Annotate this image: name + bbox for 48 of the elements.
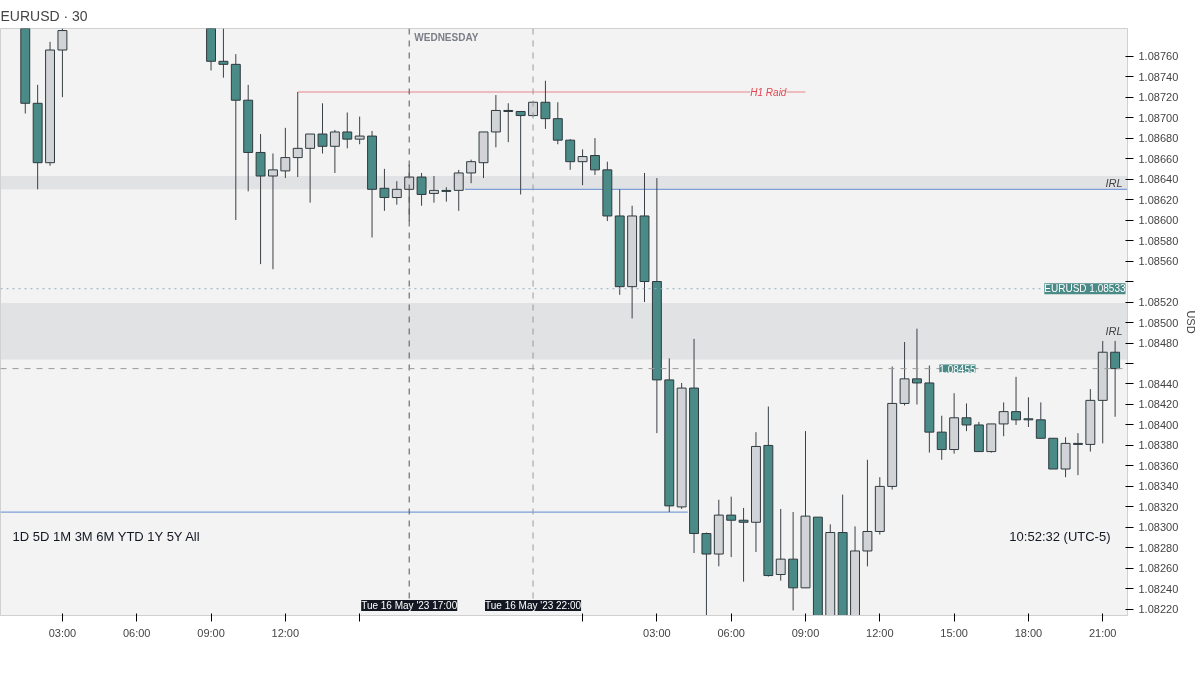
ref-line-label: Tue 16 May '23 17:00: [361, 600, 458, 611]
band-label: IRL: [1105, 176, 1123, 189]
x-tick-label: 06:00: [717, 626, 745, 639]
y-tick-label: 1.08360: [1138, 459, 1179, 472]
y-tick-label: 1.08260: [1138, 562, 1179, 575]
y-tick-label: 1.08220: [1138, 603, 1179, 616]
y-tick-label: 1.08500: [1138, 316, 1179, 329]
y-tick-label: 1.08380: [1138, 439, 1179, 452]
x-tick-label: 21:00: [1088, 626, 1117, 639]
y-tick-label: 1.08420: [1138, 398, 1179, 411]
x-tick-label: 15:00: [940, 626, 968, 639]
annotation: 10:52:32 (UTC-5): [1009, 528, 1111, 544]
y-tick-label: 1.08740: [1138, 70, 1179, 83]
x-tick-label: 03:00: [48, 626, 77, 639]
y-tick-label: 1.08480: [1138, 337, 1179, 349]
annotation: 1D 5D 1M 3M 6M YTD 1Y 5Y All: [12, 528, 200, 544]
y-tick-label: 1.08660: [1138, 152, 1179, 165]
annotation: WEDNESDAY: [414, 31, 479, 43]
x-tick-label: 06:00: [122, 626, 151, 639]
x-tick-label: 03:00: [643, 626, 671, 639]
y-tick-label: 1.08280: [1138, 541, 1179, 554]
y-tick-label: 1.08720: [1138, 91, 1179, 104]
x-tick-label: 12:00: [271, 626, 300, 639]
ref-line-label: Tue 16 May '23 22:00: [485, 600, 582, 611]
y-tick-label: 1.08580: [1138, 234, 1179, 247]
y-tick-label: 1.08520: [1138, 296, 1179, 309]
x-tick-label: 09:00: [791, 626, 820, 639]
x-tick-label: 12:00: [866, 626, 894, 639]
chart-title: EURUSD · 30: [0, 7, 88, 24]
y-tick-label: 1.08640: [1138, 173, 1179, 186]
y-tick-label: 1.08680: [1138, 132, 1179, 145]
y-axis-title: USD: [1185, 310, 1198, 334]
y-tick-label: 1.08300: [1138, 521, 1179, 534]
y-tick-label: 1.08320: [1138, 500, 1179, 513]
y-tick-label: 1.08600: [1138, 214, 1179, 227]
y-tick-label: 1.08560: [1138, 255, 1179, 268]
x-tick-label: 18:00: [1014, 626, 1043, 639]
y-tick-label: 1.08440: [1138, 377, 1179, 390]
band-label: IRL: [1105, 325, 1123, 338]
y-tick-label: 1.08760: [1138, 50, 1179, 63]
ref-line-label: EURUSD 1.08533: [1044, 283, 1126, 295]
y-tick-label: 1.08240: [1138, 582, 1179, 595]
y-tick-label: 1.08400: [1138, 418, 1179, 431]
y-tick-label: 1.08620: [1138, 193, 1179, 206]
x-tick-label: 09:00: [197, 626, 225, 639]
y-tick-label: 1.08340: [1138, 480, 1179, 493]
y-tick-label: 1.08700: [1138, 111, 1179, 124]
ref-line-label: 1.08455: [939, 363, 976, 375]
